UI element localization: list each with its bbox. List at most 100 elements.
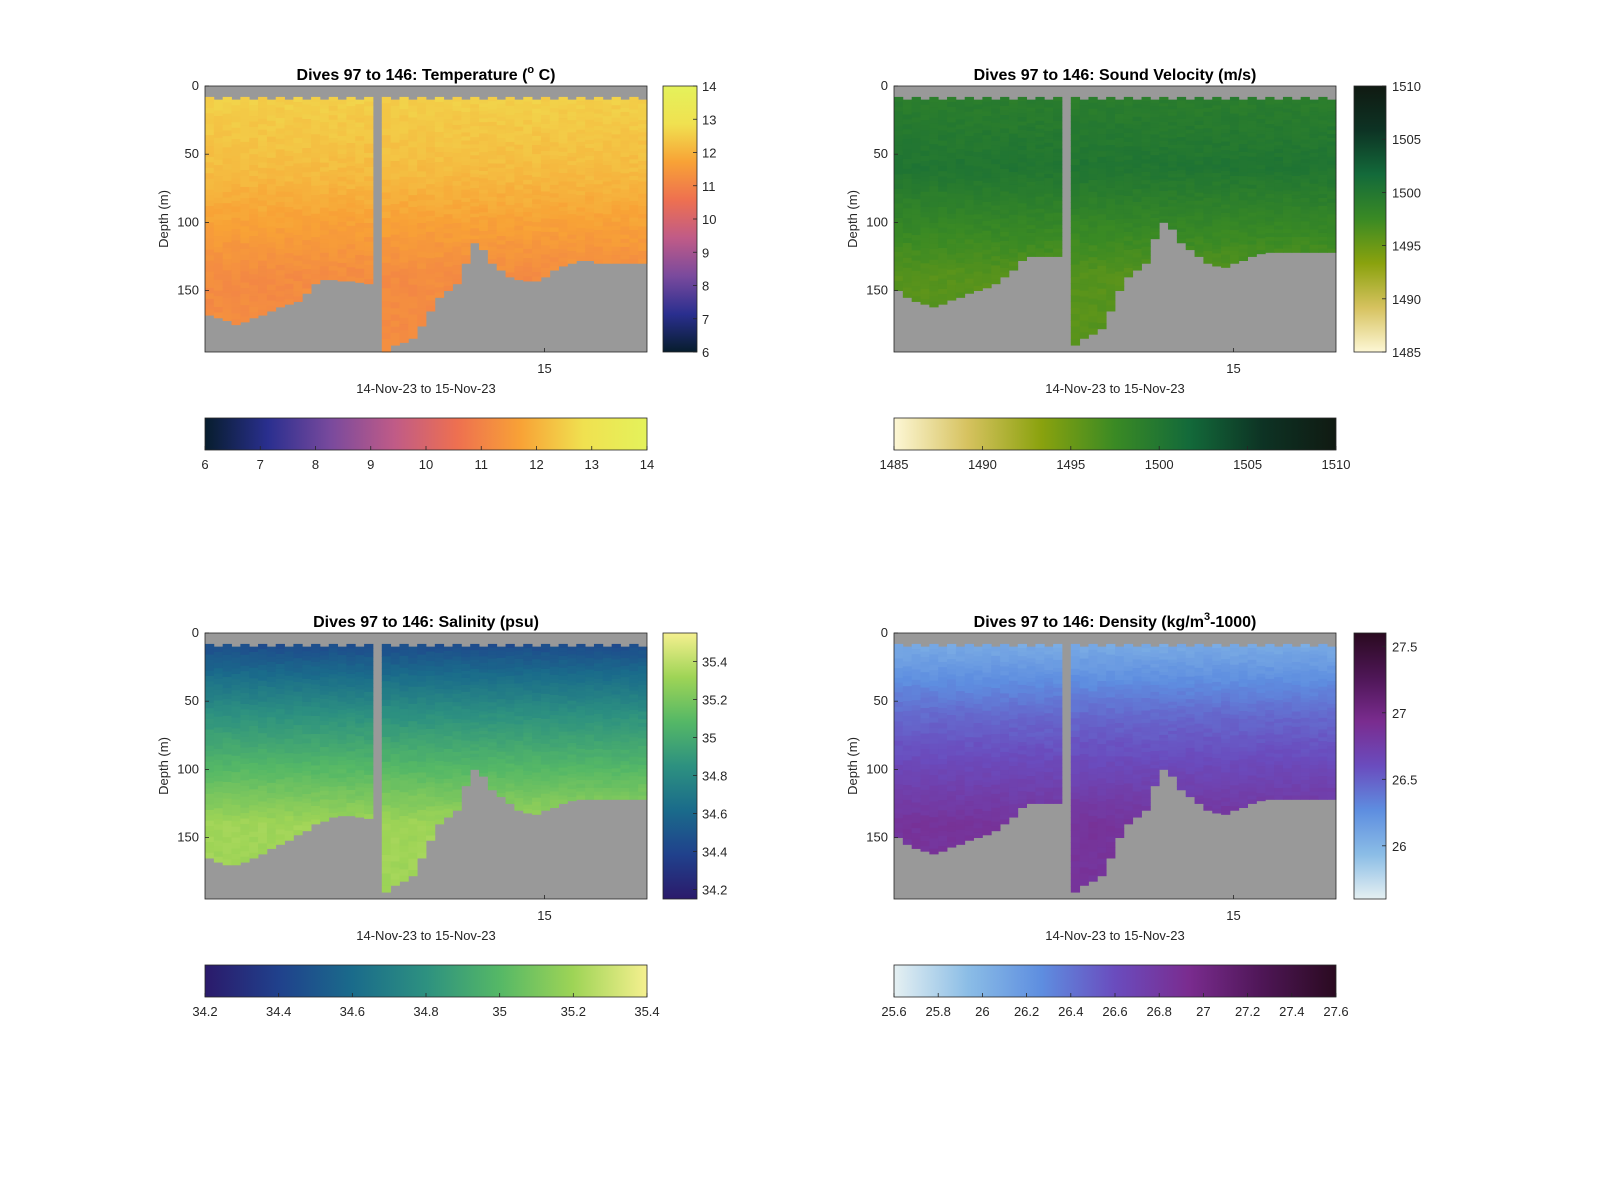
heatmap-cell — [319, 773, 330, 778]
heatmap-cell — [514, 266, 524, 272]
heatmap-cell — [434, 212, 445, 218]
heatmap-cell — [523, 193, 533, 199]
colorbar-tick-label: 1495 — [1392, 239, 1421, 254]
heatmap-cell — [1247, 172, 1257, 178]
heatmap-cell — [399, 256, 409, 264]
heatmap-cell — [902, 109, 913, 115]
heatmap-cell — [249, 241, 259, 248]
heatmap-cell — [1026, 134, 1036, 140]
heatmap-cell — [390, 332, 400, 340]
heatmap-cell — [311, 218, 321, 224]
heatmap-cell — [319, 812, 330, 818]
heatmap-cell — [964, 219, 974, 225]
heatmap-cell — [1123, 249, 1134, 255]
heatmap-cell — [1115, 152, 1125, 158]
heatmap-cell — [947, 168, 957, 174]
heatmap-cell — [964, 150, 974, 157]
heatmap-cell — [275, 719, 285, 725]
heatmap-cell — [417, 702, 427, 709]
heatmap-cell — [213, 170, 224, 177]
heatmap-cell — [293, 782, 303, 788]
heatmap-cell — [205, 216, 215, 223]
heatmap-cell — [275, 233, 285, 240]
heatmap-cell — [1141, 101, 1151, 106]
heatmap-cell — [470, 166, 480, 171]
heatmap-cell — [1159, 147, 1169, 151]
heatmap-cell — [576, 231, 586, 237]
heatmap-cell — [629, 255, 639, 260]
heatmap-cell — [505, 191, 515, 197]
heatmap-cell — [1070, 245, 1081, 253]
heatmap-cell — [266, 226, 277, 233]
heatmap-cell — [390, 118, 400, 125]
heatmap-cell — [1212, 122, 1222, 127]
heatmap-cell — [1282, 135, 1293, 141]
heatmap-cell — [205, 211, 215, 218]
heatmap-cell — [920, 135, 930, 141]
heatmap-cell — [231, 695, 241, 702]
heatmap-cell — [911, 229, 921, 236]
heatmap-cell — [311, 747, 321, 753]
heatmap-cell — [638, 165, 648, 170]
heatmap-cell — [1291, 156, 1302, 162]
heatmap-cell — [523, 221, 533, 227]
heatmap-cell — [434, 132, 445, 138]
heatmap-cell — [1141, 167, 1151, 173]
heatmap-cell — [1265, 96, 1275, 102]
heatmap-cell — [302, 249, 312, 255]
heatmap-cell — [620, 210, 630, 215]
heatmap-cell — [390, 216, 400, 223]
heatmap-cell — [585, 248, 595, 253]
heatmap-cell — [955, 134, 966, 140]
heatmap-cell — [894, 125, 904, 132]
heatmap-cell — [355, 149, 365, 155]
heatmap-cell — [461, 206, 471, 211]
heatmap-cell — [311, 106, 321, 112]
heatmap-cell — [585, 228, 595, 233]
heatmap-cell — [408, 159, 418, 166]
heatmap-cell — [319, 189, 330, 195]
heatmap-cell — [1053, 148, 1063, 154]
heatmap-cell — [319, 221, 330, 227]
heatmap-cell — [1053, 196, 1063, 202]
heatmap-cell — [1212, 164, 1222, 170]
heatmap-cell — [576, 240, 586, 245]
heatmap-cell — [1300, 170, 1310, 176]
heatmap-cell — [337, 272, 347, 277]
heatmap-cell — [1017, 256, 1027, 261]
heatmap-cell — [222, 175, 232, 182]
heatmap-cell — [611, 209, 621, 214]
heatmap-cell — [417, 852, 427, 859]
heatmap-cell — [390, 742, 400, 749]
heatmap-cell — [576, 178, 586, 184]
heatmap-cell — [399, 170, 409, 178]
heatmap-cell — [222, 270, 232, 277]
heatmap-cell — [549, 184, 559, 190]
heatmap-cell — [1017, 125, 1027, 131]
heatmap-cell — [1044, 221, 1054, 226]
heatmap-cell — [258, 206, 268, 212]
heatmap-cell — [1221, 154, 1231, 159]
heatmap-cell — [611, 109, 621, 114]
heatmap-cell — [1088, 292, 1098, 300]
heatmap-cell — [337, 786, 347, 791]
heatmap-cell — [558, 139, 568, 144]
heatmap-cell — [1247, 120, 1257, 126]
heatmap-cell — [1070, 258, 1081, 265]
heatmap-cell — [947, 203, 957, 210]
heatmap-cell — [390, 167, 400, 174]
heatmap-cell — [355, 108, 365, 114]
heatmap-cell — [1132, 244, 1142, 250]
heatmap-cell — [1318, 159, 1328, 164]
heatmap-cell — [1247, 108, 1257, 114]
heatmap-cell — [381, 817, 392, 825]
heatmap-cell — [611, 138, 621, 144]
heatmap-cell — [938, 288, 948, 295]
heatmap-cell — [1221, 141, 1231, 147]
heatmap-cell — [461, 107, 471, 113]
heatmap-cell — [293, 682, 303, 688]
heatmap-cell — [1150, 117, 1160, 121]
heatmap-cell — [213, 154, 224, 161]
heatmap-cell — [266, 274, 277, 280]
heatmap-cell — [1194, 160, 1204, 166]
